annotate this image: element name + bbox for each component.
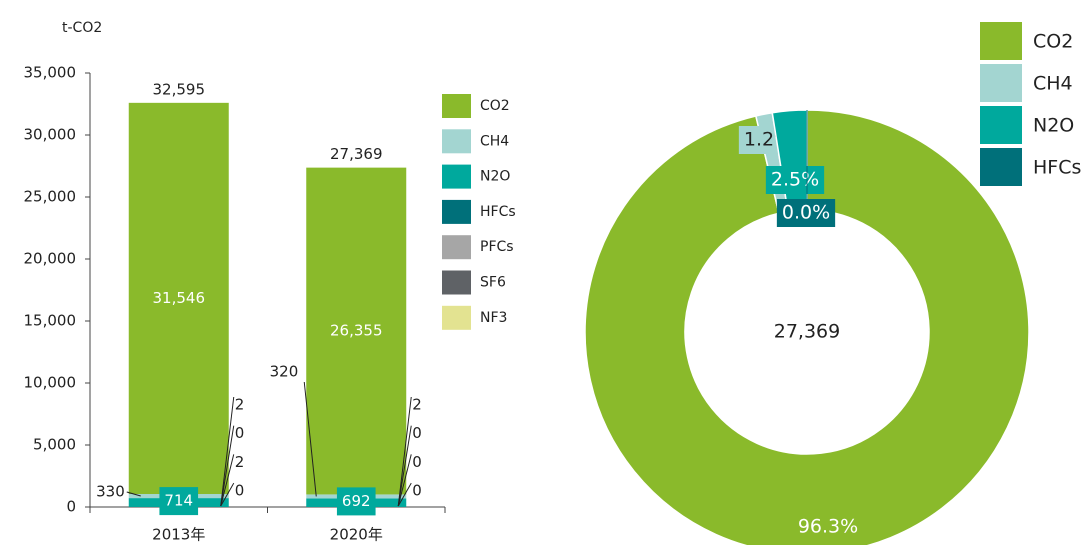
legend-swatch (442, 164, 471, 189)
leader-line (397, 425, 412, 507)
value-label: 2.5% (771, 169, 819, 191)
leader-line (220, 425, 235, 507)
leader-line (126, 491, 141, 497)
center-label: 27,369 (774, 321, 840, 343)
leader-line (220, 396, 235, 507)
value-label: 320 (270, 363, 299, 381)
value-label: 714 (164, 492, 193, 510)
y-tick-label: 10,000 (24, 374, 77, 392)
bar-segment (128, 102, 229, 495)
y-tick-label: 5,000 (33, 436, 76, 454)
value-label: 96.3% (798, 516, 858, 538)
leader-line (397, 454, 412, 507)
legend-label: CH4 (1033, 73, 1073, 95)
value-label-box (776, 199, 836, 227)
legend-label: CH4 (480, 133, 509, 149)
legend-swatch (980, 22, 1022, 60)
value-label: 0 (235, 482, 245, 500)
y-tick-label: 20,000 (24, 250, 77, 268)
leader-line (397, 396, 412, 507)
leader-line (303, 381, 317, 497)
value-label: 0 (412, 482, 422, 500)
legend-label: HFCs (480, 204, 516, 220)
x-tick-label: 2020年 (330, 526, 383, 544)
y-tick-label: 35,000 (24, 64, 77, 82)
value-label-box (765, 166, 825, 194)
legend-label: N2O (480, 169, 510, 185)
leader-line (397, 482, 412, 507)
value-label: 0 (235, 424, 245, 442)
legend-swatch (442, 94, 471, 118)
y-tick-label: 25,000 (24, 188, 77, 206)
legend-label: CO2 (1033, 31, 1073, 53)
y-tick-label: 30,000 (24, 126, 77, 144)
value-label: 0 (412, 453, 422, 471)
legend-label: SF6 (480, 275, 506, 291)
value-label: 2 (235, 396, 245, 414)
value-label: 31,546 (153, 289, 206, 307)
total-label: 32,595 (153, 80, 206, 98)
legend-swatch (442, 305, 471, 330)
leader-line (220, 482, 235, 507)
legend-swatch (442, 199, 471, 224)
y-axis-label: t-CO2 (62, 20, 102, 36)
value-label: 0 (412, 424, 422, 442)
legend-label: CO2 (480, 98, 510, 114)
value-label-box (336, 487, 376, 516)
value-label: 0.0% (782, 202, 830, 224)
legend-label: PFCs (480, 239, 514, 255)
y-tick-label: 0 (66, 498, 76, 516)
legend-swatch (442, 129, 471, 154)
bar-segment (306, 167, 407, 495)
total-label: 27,369 (330, 145, 383, 163)
legend-swatch (442, 235, 471, 260)
legend-swatch (442, 270, 471, 295)
legend-label: N2O (1033, 115, 1074, 137)
value-label: 692 (342, 492, 371, 510)
y-tick-label: 15,000 (24, 312, 77, 330)
legend-swatch (980, 64, 1022, 102)
value-label: 330 (96, 483, 125, 501)
value-label: 2 (412, 396, 422, 414)
x-tick-label: 2013年 (152, 526, 205, 544)
value-label: 2 (235, 453, 245, 471)
value-label: 26,355 (330, 322, 383, 340)
legend-swatch (980, 148, 1022, 186)
legend-label: NF3 (480, 310, 507, 326)
legend-label: HFCs (1033, 157, 1081, 179)
donut-slice (584, 109, 1030, 545)
leader-line (220, 454, 235, 507)
legend-swatch (980, 106, 1022, 144)
value-label-box (159, 487, 199, 516)
